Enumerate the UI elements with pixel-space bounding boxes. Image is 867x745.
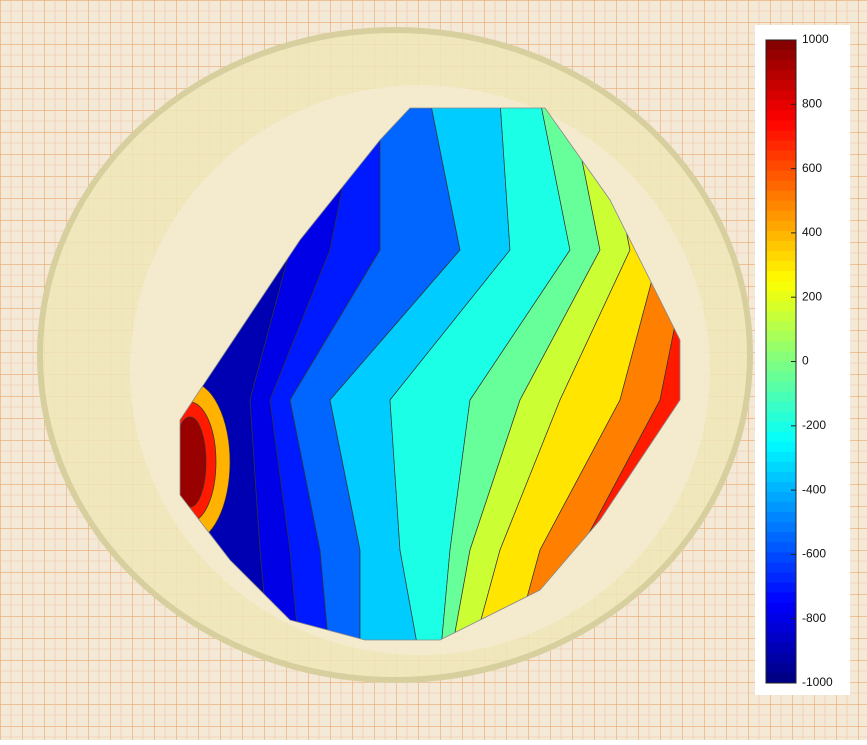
colorbar-cell (766, 80, 796, 91)
peak-contour (180, 416, 207, 508)
colorbar-tick-label: -200 (802, 418, 826, 432)
colorbar-cell (766, 331, 796, 342)
colorbar-tick-label: 600 (802, 161, 822, 175)
colorbar-cell (766, 200, 796, 212)
colorbar-cell (766, 672, 796, 684)
colorbar-tick-label: -400 (802, 482, 826, 496)
colorbar-tick-label: 1000 (802, 32, 829, 46)
colorbar-cell (766, 60, 796, 71)
colorbar-cell (766, 401, 796, 413)
colorbar-cell (766, 341, 796, 352)
colorbar-tick-label: 0 (802, 354, 809, 368)
colorbar-cell (766, 532, 796, 543)
colorbar-cell (766, 472, 796, 483)
colorbar-tick-label: -600 (802, 547, 826, 561)
colorbar-cell (766, 140, 796, 152)
colorbar-cell (766, 381, 796, 393)
colorbar-cell (766, 240, 796, 252)
colorbar-cell (766, 130, 796, 141)
colorbar: -1000 -800 -600 -400 -200 0 200 400 600 800 1000 (765, 32, 833, 689)
colorbar-cell (766, 482, 796, 493)
colorbar-cell (766, 311, 796, 322)
colorbar-cell (766, 431, 796, 443)
colorbar-cell (766, 70, 796, 81)
colorbar-cell (766, 592, 796, 604)
colorbar-cell (766, 451, 796, 463)
colorbar-cell (766, 170, 796, 182)
colorbar-cell (766, 461, 796, 473)
colorbar-cell (766, 642, 796, 654)
colorbar-cell (766, 271, 796, 282)
colorbar-cell (766, 512, 796, 523)
colorbar-cell (766, 562, 796, 573)
colorbar-cell (766, 150, 796, 162)
colorbar-cell (766, 411, 796, 423)
colorbar-cell (766, 261, 796, 272)
colorbar-cell (766, 190, 796, 202)
colorbar-cell (766, 210, 796, 222)
colorbar-cell (766, 50, 796, 61)
colorbar-tick-label: 200 (802, 289, 822, 303)
colorbar-cell (766, 492, 796, 503)
colorbar-cell (766, 572, 796, 584)
colorbar-cell (766, 582, 796, 594)
colorbar-cell (766, 391, 796, 403)
colorbar-cell (766, 371, 796, 383)
colorbar-cell (766, 301, 796, 312)
colorbar-tick-label: -800 (802, 611, 826, 625)
colorbar-cell (766, 652, 796, 664)
colorbar-cell (766, 622, 796, 634)
colorbar-tick-label: 800 (802, 96, 822, 110)
colorbar-cell (766, 40, 796, 51)
colorbar-cell (766, 361, 796, 373)
colorbar-cell (766, 662, 796, 674)
colorbar-cell (766, 421, 796, 433)
colorbar-cell (766, 351, 796, 362)
colorbar-cell (766, 120, 796, 131)
colorbar-cell (766, 522, 796, 533)
colorbar-cell (766, 321, 796, 332)
colorbar-cell (766, 502, 796, 513)
colorbar-cell (766, 612, 796, 624)
colorbar-cell (766, 602, 796, 614)
colorbar-cell (766, 291, 796, 302)
map-outline (179, 107, 681, 641)
colorbar-cell (766, 281, 796, 292)
colorbar-cell (766, 632, 796, 644)
colorbar-cell (766, 160, 796, 172)
colorbar-cell (766, 100, 796, 111)
colorbar-tick-label: 400 (802, 225, 822, 239)
colorbar-cell (766, 552, 796, 563)
colorbar-cell (766, 542, 796, 553)
colorbar-cell (766, 90, 796, 101)
colorbar-cell (766, 220, 796, 232)
colorbar-cell (766, 180, 796, 192)
colorbar-tick-label: -1000 (802, 675, 833, 689)
colorbar-cell (766, 441, 796, 453)
colorbar-cell (766, 230, 796, 242)
colorbar-cell (766, 110, 796, 121)
colorbar-cell (766, 250, 796, 262)
